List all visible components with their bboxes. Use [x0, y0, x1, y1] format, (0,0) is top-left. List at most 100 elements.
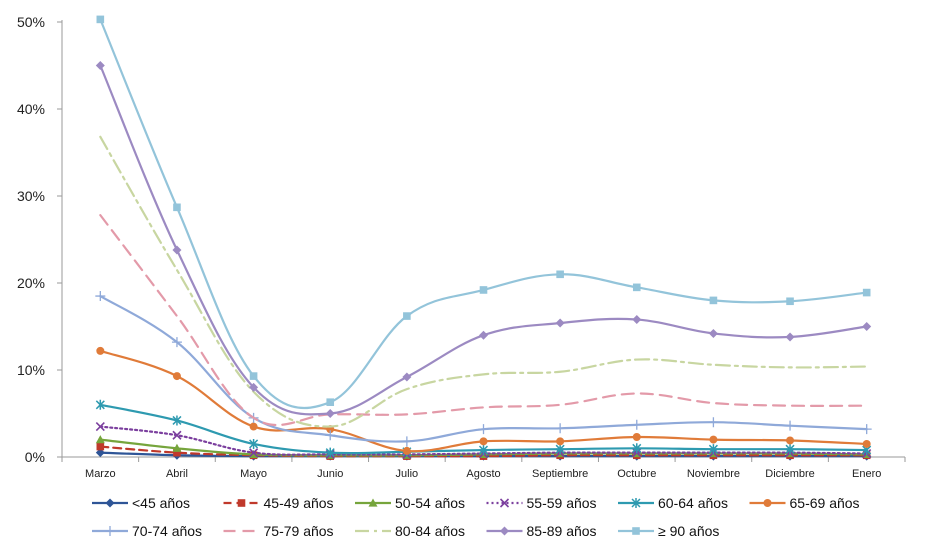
legend-swatch-marker [499, 498, 510, 508]
data-point [786, 436, 795, 445]
data-point [555, 423, 566, 434]
series-7 [95, 291, 872, 447]
legend-swatch-marker [237, 499, 246, 507]
data-point [172, 443, 182, 452]
axes: 0% 10% 20% 30% 40% 50% Marzo Abril Mayo Junio Juli… [17, 14, 906, 480]
legend-label: ≥ 90 años [658, 523, 719, 539]
x-tick-label: Diciembre [765, 468, 815, 480]
data-point [249, 422, 258, 431]
data-point [402, 446, 411, 455]
legend-entry: 55-59 años [486, 495, 597, 511]
data-point [325, 409, 335, 418]
legend-entry: 50-54 años [355, 495, 465, 511]
legend-entry: ≥ 90 años [618, 523, 719, 539]
data-point [325, 430, 336, 441]
data-point [555, 318, 565, 328]
data-point [249, 372, 258, 380]
x-tick-label: Enero [852, 468, 881, 480]
legend-entry: 80-84 años [355, 523, 465, 539]
legend-label: 80-84 años [395, 523, 465, 539]
legend-label: 45-49 años [264, 495, 334, 511]
data-point [173, 203, 181, 212]
data-point [173, 448, 181, 457]
data-point [95, 421, 105, 432]
data-point [96, 15, 105, 24]
x-tick-label: Mayo [240, 468, 267, 480]
legend-entry: <45 años [92, 495, 190, 511]
data-point [479, 437, 488, 446]
legend-swatch-marker [632, 527, 640, 535]
y-tick-label: 50% [17, 14, 45, 30]
data-point [95, 448, 105, 458]
data-point [172, 372, 181, 381]
data-point [249, 438, 259, 449]
data-point [555, 444, 565, 455]
data-point [862, 288, 871, 297]
data-point [708, 328, 718, 338]
legend-label: <45 años [132, 495, 190, 511]
data-point [479, 286, 488, 294]
legend-entry: 65-69 años [749, 495, 860, 511]
x-tick-label: Agosto [466, 468, 500, 480]
data-point [249, 448, 259, 458]
legend-entry: 70-74 años [92, 523, 202, 539]
y-tick-label: 0% [25, 449, 45, 465]
data-point [478, 445, 489, 456]
data-point [95, 435, 105, 444]
legend-swatch-marker [631, 498, 641, 508]
series-line [99, 349, 868, 453]
series-6 [96, 346, 871, 455]
x-tick-label: Abril [166, 468, 188, 480]
data-point [403, 312, 411, 320]
x-tick-label: Junio [317, 468, 343, 480]
y-tick-label: 40% [17, 101, 45, 117]
data-point [709, 435, 718, 444]
data-point [861, 424, 872, 435]
data-point [96, 346, 105, 355]
legend-label: 50-54 años [395, 495, 465, 511]
series-line [99, 64, 868, 416]
series-line [99, 214, 868, 427]
series-11 [96, 15, 871, 410]
legend-label: 70-74 años [132, 523, 202, 539]
legend-swatch-marker [500, 526, 509, 536]
data-point [632, 432, 641, 441]
data-point [708, 417, 719, 428]
legend-swatch-marker [105, 498, 115, 508]
data-point [172, 430, 182, 440]
data-point [556, 437, 565, 446]
legend-entry: 75-79 años [223, 523, 334, 539]
x-tick-label: Julio [396, 468, 419, 480]
data-point [785, 332, 795, 342]
data-point [786, 297, 794, 306]
series-9 [99, 135, 868, 428]
data-point [709, 296, 718, 305]
data-point [631, 419, 642, 430]
y-tick-label: 30% [17, 188, 45, 204]
series-10 [95, 61, 872, 418]
data-point [556, 270, 564, 279]
data-point [95, 61, 105, 70]
legend-swatch-marker [105, 526, 115, 536]
data-point [401, 436, 412, 447]
x-tick-label: Marzo [85, 468, 116, 480]
series-8 [99, 214, 868, 427]
data-point [479, 330, 488, 340]
data-point [632, 315, 642, 325]
data-point [478, 424, 489, 435]
y-tick-label: 20% [17, 275, 45, 291]
data-point [172, 245, 182, 255]
data-point [862, 439, 871, 448]
data-point [95, 399, 105, 410]
data-point [632, 443, 642, 454]
series-line [99, 18, 868, 410]
data-point [96, 442, 105, 451]
legend-label: 55-59 años [527, 495, 597, 511]
legend-label: 60-64 años [658, 495, 728, 511]
data-point [708, 444, 718, 455]
legend-entry: 45-49 años [223, 495, 334, 511]
series-5 [95, 399, 872, 458]
data-point [632, 283, 641, 292]
